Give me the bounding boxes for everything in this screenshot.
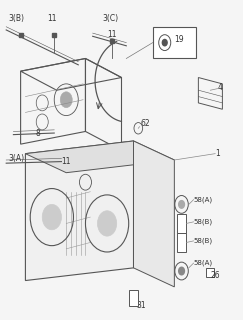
- Text: 58(A): 58(A): [194, 196, 213, 203]
- Circle shape: [97, 211, 117, 236]
- Polygon shape: [26, 141, 133, 281]
- Bar: [177, 214, 186, 233]
- Text: 26: 26: [210, 271, 220, 280]
- Bar: [129, 290, 138, 306]
- Circle shape: [179, 267, 184, 275]
- Text: 3(C): 3(C): [102, 14, 118, 23]
- Text: 31: 31: [136, 301, 146, 310]
- Text: 19: 19: [174, 35, 184, 44]
- Text: 11: 11: [107, 30, 117, 39]
- Polygon shape: [133, 141, 174, 287]
- Text: 11: 11: [47, 14, 57, 23]
- Circle shape: [60, 92, 72, 108]
- Bar: [177, 233, 186, 252]
- Text: 4: 4: [217, 83, 222, 92]
- Text: 58(B): 58(B): [194, 238, 213, 244]
- Circle shape: [162, 39, 167, 46]
- Polygon shape: [26, 141, 174, 173]
- Circle shape: [42, 204, 61, 230]
- Circle shape: [179, 201, 184, 208]
- Text: 58(B): 58(B): [194, 219, 213, 225]
- Text: 1: 1: [215, 149, 220, 158]
- Bar: [206, 268, 214, 277]
- Text: 8: 8: [35, 129, 40, 138]
- Bar: [153, 27, 196, 59]
- Text: 11: 11: [61, 157, 71, 166]
- Text: 3(A): 3(A): [9, 154, 25, 163]
- Text: 62: 62: [141, 119, 150, 128]
- Text: 58(A): 58(A): [194, 260, 213, 266]
- Text: 3(B): 3(B): [9, 14, 25, 23]
